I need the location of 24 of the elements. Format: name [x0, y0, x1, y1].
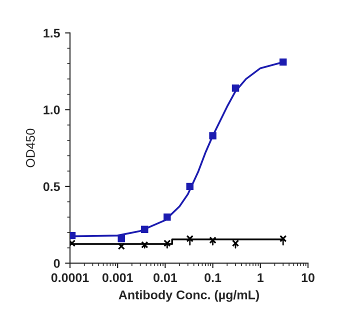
- point: [118, 242, 125, 250]
- x-tick-label: 0.0001: [51, 273, 89, 282]
- y-tick-label: 0.5: [43, 182, 60, 192]
- x-tick-label: 0.001: [102, 273, 133, 282]
- point: [141, 226, 148, 234]
- x-tick-label: 1: [258, 273, 264, 282]
- y-tick-label: 1.0: [44, 105, 60, 114]
- point: [118, 235, 125, 242]
- point: [164, 240, 171, 247]
- x-tick-label: 10: [302, 273, 314, 282]
- point: [209, 132, 216, 140]
- point: [186, 182, 194, 190]
- y-tick-label: 0: [54, 259, 60, 268]
- y-tick-label: 1.5: [44, 28, 60, 38]
- x-axis-title: Antibody Conc. (µg/mL): [118, 290, 259, 302]
- point: [141, 241, 148, 248]
- x-tick-label: 0.1: [204, 273, 222, 282]
- x-tick-label: 0.01: [154, 273, 178, 282]
- point: [209, 236, 216, 244]
- point: [186, 235, 194, 242]
- point: [232, 240, 240, 247]
- point: [232, 84, 240, 92]
- point: [164, 214, 171, 221]
- y-axis-title: OD450: [26, 128, 35, 168]
